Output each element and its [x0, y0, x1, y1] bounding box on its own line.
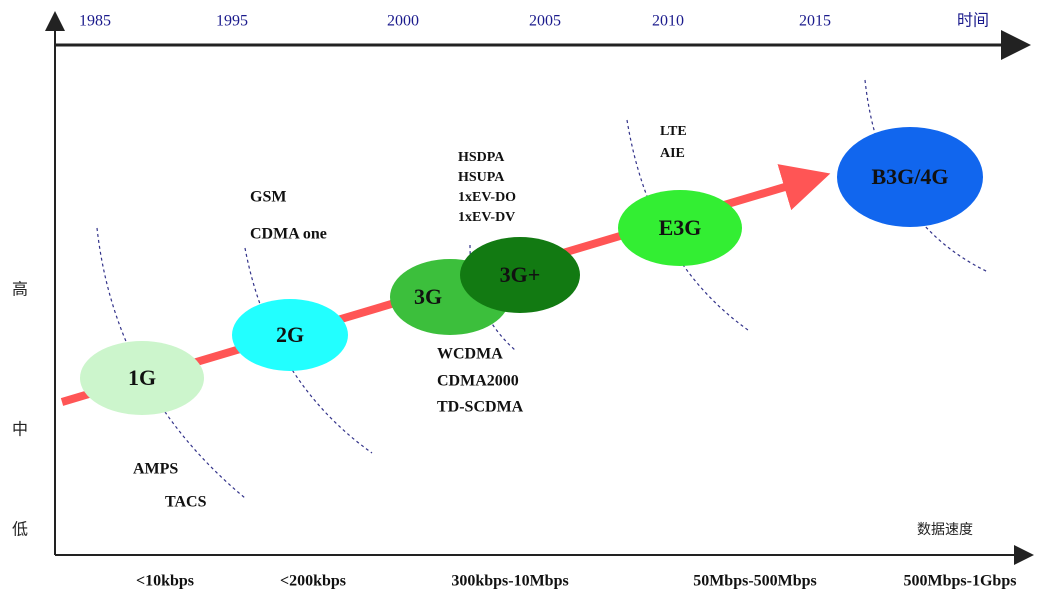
speed-range: 50Mbps-500Mbps [693, 573, 817, 590]
year-label: 2010 [652, 13, 684, 30]
speed-label: 数据速度 [917, 522, 973, 538]
time-label: 时间 [957, 12, 989, 30]
generation-label: B3G/4G [871, 164, 948, 189]
year-label: 2000 [387, 13, 419, 30]
generation-node [837, 127, 983, 227]
technology-label: HSDPA [458, 150, 505, 165]
generation-label: 1G [128, 365, 156, 390]
technology-label: WCDMA [437, 346, 503, 363]
year-label: 2005 [529, 13, 561, 30]
level-label: 高 [12, 280, 28, 299]
year-label: 1985 [79, 13, 111, 30]
technology-label: GSM [250, 189, 286, 206]
generation-label: E3G [659, 215, 702, 240]
speed-range: 500Mbps-1Gbps [904, 573, 1017, 590]
level-label: 低 [12, 520, 28, 539]
generation-node [232, 299, 348, 371]
year-label: 1995 [216, 13, 248, 30]
generation-label: 3G+ [500, 262, 541, 287]
year-label: 2015 [799, 13, 831, 30]
technology-label: CDMA2000 [437, 373, 519, 390]
speed-range: <200kbps [280, 573, 346, 590]
generation-label: 3G [414, 284, 442, 309]
technology-label: LTE [660, 124, 687, 139]
generation-node [80, 341, 204, 415]
technology-label: AMPS [133, 461, 178, 478]
generation-node [460, 237, 580, 313]
technology-label: TD-SCDMA [437, 399, 524, 416]
generation-node [618, 190, 742, 266]
generation-label: 2G [276, 322, 304, 347]
divider [244, 247, 373, 454]
level-label: 中 [12, 420, 28, 439]
speed-range: <10kbps [136, 573, 194, 590]
technology-label: TACS [165, 494, 207, 511]
speed-range: 300kbps-10Mbps [451, 573, 568, 590]
technology-label: CDMA one [250, 226, 327, 243]
technology-label: HSUPA [458, 170, 505, 185]
technology-label: 1xEV-DV [458, 210, 515, 225]
technology-label: 1xEV-DO [458, 190, 516, 205]
technology-label: AIE [660, 146, 685, 161]
